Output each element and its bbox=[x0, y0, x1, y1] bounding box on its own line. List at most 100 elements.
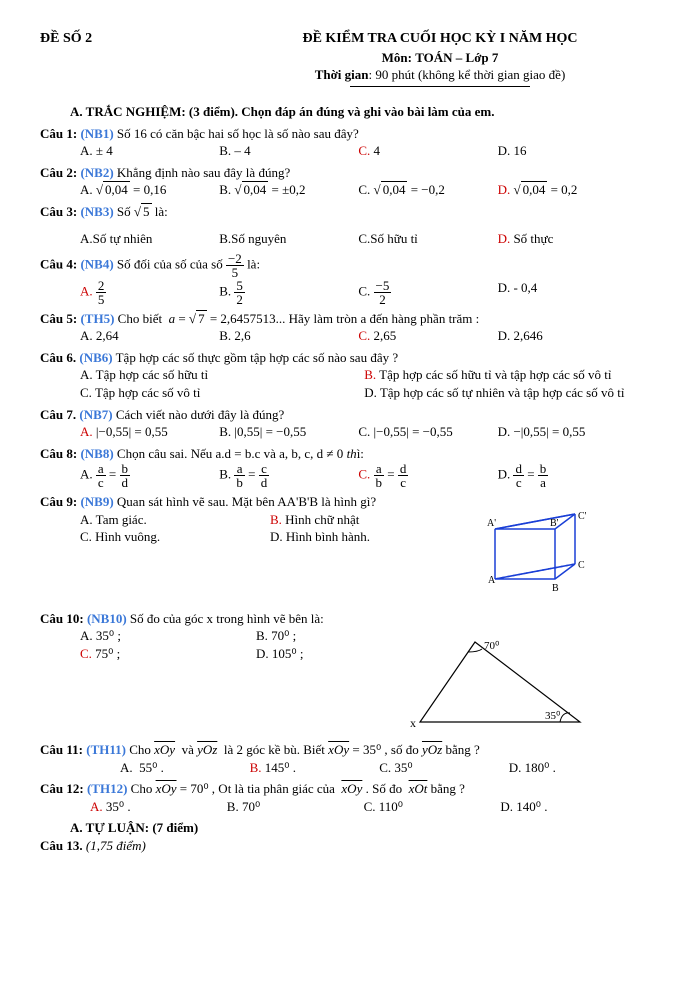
q8-label: Câu 8: bbox=[40, 446, 77, 461]
q10-code: (NB10) bbox=[87, 611, 127, 626]
q1-b: B. – 4 bbox=[219, 142, 358, 160]
q11-a: A. 55⁰ . bbox=[120, 759, 250, 777]
header-right: ĐỀ KIỂM TRA CUỐI HỌC KỲ I NĂM HỌC Môn: T… bbox=[220, 30, 660, 97]
q7-options: A. |−0,55| = 0,55 B. |0,55| = −0,55 C. |… bbox=[40, 423, 660, 441]
q6-code: (NB6) bbox=[79, 350, 112, 365]
q10-body: A. 35⁰ ;B. 70⁰ ; C. 75⁰ ;D. 105⁰ ; 70⁰ 3… bbox=[40, 627, 660, 737]
q5-options: A. 2,64 B. 2,6 C. 2,65 D. 2,646 bbox=[40, 327, 660, 345]
q13-label: Câu 13. bbox=[40, 838, 83, 853]
q1-label: Câu 1: bbox=[40, 126, 77, 141]
question-6: Câu 6. (NB6) Tập hợp các số thực gồm tập… bbox=[40, 349, 660, 402]
q10-options: A. 35⁰ ;B. 70⁰ ; C. 75⁰ ;D. 105⁰ ; bbox=[40, 627, 400, 737]
svg-text:C: C bbox=[578, 560, 585, 571]
q6-a: A. Tập hợp các số hữu tỉ bbox=[80, 366, 364, 384]
q3-a: A.Số tự nhiên bbox=[80, 230, 219, 248]
q12-a: A. 35⁰ . bbox=[90, 798, 227, 816]
q2-b: B. 0,04 = ±0,2 bbox=[219, 181, 358, 199]
q2-label: Câu 2: bbox=[40, 165, 77, 180]
q1-text: Số 16 có căn bậc hai số học là số nào sa… bbox=[117, 126, 359, 141]
q5-text: Cho biết a = 7 = 2,6457513... Hãy làm tr… bbox=[118, 310, 480, 326]
section-a-title: A. TRẮC NGHIỆM: (3 điểm). Chọn đáp án đú… bbox=[70, 103, 660, 121]
question-5: Câu 5: (TH5) Cho biết a = 7 = 2,6457513.… bbox=[40, 310, 660, 345]
svg-text:B: B bbox=[552, 583, 559, 594]
svg-text:A': A' bbox=[487, 518, 496, 529]
question-10: Câu 10: (NB10) Số đo của góc x trong hìn… bbox=[40, 610, 660, 738]
q11-c: C. 35⁰ bbox=[379, 759, 509, 777]
question-3: Câu 3: (NB3) Số 5 là: A.Số tự nhiên B.Số… bbox=[40, 203, 660, 248]
q3-c: C.Số hữu tỉ bbox=[358, 230, 497, 248]
q8-d: D. dc = ba bbox=[498, 462, 637, 489]
q4-c: C. −52 bbox=[358, 279, 497, 306]
q9-c: C. Hình vuông. bbox=[80, 528, 270, 546]
question-13: Câu 13. (1,75 điểm) bbox=[40, 837, 660, 855]
q6-row1: A. Tập hợp các số hữu tỉ B. Tập hợp các … bbox=[40, 366, 660, 384]
q10-d: D. 105⁰ ; bbox=[256, 645, 303, 663]
q10-label: Câu 10: bbox=[40, 611, 84, 626]
header: ĐỀ SỐ 2 ĐỀ KIỂM TRA CUỐI HỌC KỲ I NĂM HỌ… bbox=[40, 30, 660, 97]
q9-label: Câu 9: bbox=[40, 494, 77, 509]
q9-body: A. Tam giác.B. Hình chữ nhật C. Hình vuô… bbox=[40, 511, 660, 606]
triangle-figure: 70⁰ 35⁰ x bbox=[400, 627, 600, 737]
q4-options: A. 25 B. 52 C. −52 D. - 0,4 bbox=[40, 279, 660, 306]
q4-d: D. - 0,4 bbox=[498, 279, 637, 306]
q8-c: C. ab = dc bbox=[358, 462, 497, 489]
question-4: Câu 4: (NB4) Số đối của số của số −25 là… bbox=[40, 252, 660, 306]
time: Thời gian: 90 phút (không kể thời gian g… bbox=[220, 66, 660, 84]
q6-text: Tập hợp các số thực gồm tập hợp các số n… bbox=[116, 350, 399, 365]
q6-b: B. Tập hợp các số hữu tỉ và tập hợp các … bbox=[364, 366, 611, 384]
q9-d: D. Hình bình hành. bbox=[270, 528, 370, 546]
svg-text:B': B' bbox=[550, 518, 559, 529]
q11-code: (TH11) bbox=[86, 742, 126, 757]
q12-d: D. 140⁰ . bbox=[500, 798, 637, 816]
q8-options: A. ac = bd B. ab = cd C. ab = dc D. dc =… bbox=[40, 462, 660, 489]
q9-b: B. Hình chữ nhật bbox=[270, 511, 359, 529]
q8-code: (NB8) bbox=[80, 446, 113, 461]
q4-frac: −25 bbox=[226, 252, 244, 279]
q13-text: (1,75 điểm) bbox=[86, 838, 146, 853]
svg-text:x: x bbox=[410, 716, 416, 730]
q3-d: D. Số thực bbox=[498, 230, 637, 248]
q11-options: A. 55⁰ . B. 145⁰ . C. 35⁰ D. 180⁰ . bbox=[40, 759, 660, 777]
subject: Môn: TOÁN – Lớp 7 bbox=[220, 49, 660, 67]
q5-label: Câu 5: bbox=[40, 311, 77, 326]
q7-b: B. |0,55| = −0,55 bbox=[219, 423, 358, 441]
q3-label: Câu 3: bbox=[40, 204, 77, 219]
q7-code: (NB7) bbox=[79, 407, 112, 422]
q2-code: (NB2) bbox=[80, 165, 113, 180]
q5-c: C. 2,65 bbox=[358, 327, 497, 345]
q5-a: A. 2,64 bbox=[80, 327, 219, 345]
q11-b: B. 145⁰ . bbox=[250, 759, 380, 777]
q12-b: B. 70⁰ bbox=[227, 798, 364, 816]
q10-text: Số đo của góc x trong hình vẽ bên là: bbox=[130, 611, 324, 626]
q5-code: (TH5) bbox=[80, 311, 114, 326]
q4-label: Câu 4: bbox=[40, 256, 77, 271]
prism-figure: A B C A' B' C' bbox=[460, 511, 590, 606]
svg-text:70⁰: 70⁰ bbox=[484, 640, 500, 652]
q9-options: A. Tam giác.B. Hình chữ nhật C. Hình vuô… bbox=[40, 511, 460, 606]
q8-a: A. ac = bd bbox=[80, 462, 219, 489]
q1-c: C. 4 bbox=[358, 142, 497, 160]
question-8: Câu 8: (NB8) Chọn câu sai. Nếu a.d = b.c… bbox=[40, 445, 660, 490]
q1-a: A. ± 4 bbox=[80, 142, 219, 160]
q1-options: A. ± 4 B. – 4 C. 4 D. 16 bbox=[40, 142, 660, 160]
question-7: Câu 7. (NB7) Cách viết nào dưới đây là đ… bbox=[40, 406, 660, 441]
question-12: Câu 12: (TH12) Cho xOy = 70⁰ , Ot là tia… bbox=[40, 780, 660, 815]
q2-c: C. 0,04 = −0,2 bbox=[358, 181, 497, 199]
q2-options: A. 0,04 = 0,16 B. 0,04 = ±0,2 C. 0,04 = … bbox=[40, 181, 660, 199]
q8-text: Chọn câu sai. Nếu a.d = b.c và a, b, c, … bbox=[117, 446, 364, 461]
q4-a: A. 25 bbox=[80, 279, 219, 306]
q3-b: B.Số nguyên bbox=[219, 230, 358, 248]
q9-text: Quan sát hình vẽ sau. Mặt bên AA'B'B là … bbox=[117, 494, 376, 509]
title: ĐỀ KIỂM TRA CUỐI HỌC KỲ I NĂM HỌC bbox=[220, 30, 660, 49]
q9-code: (NB9) bbox=[80, 494, 113, 509]
svg-text:A: A bbox=[488, 575, 496, 586]
q11-label: Câu 11: bbox=[40, 742, 83, 757]
q4-text: Số đối của số của số bbox=[117, 256, 226, 271]
q12-c: C. 110⁰ bbox=[364, 798, 501, 816]
q7-text: Cách viết nào dưới đây là đúng? bbox=[116, 407, 284, 422]
q10-b: B. 70⁰ ; bbox=[256, 627, 296, 645]
q4-b: B. 52 bbox=[219, 279, 358, 306]
q1-code: (NB1) bbox=[80, 126, 113, 141]
question-9: Câu 9: (NB9) Quan sát hình vẽ sau. Mặt b… bbox=[40, 493, 660, 606]
q4-code: (NB4) bbox=[80, 256, 113, 271]
